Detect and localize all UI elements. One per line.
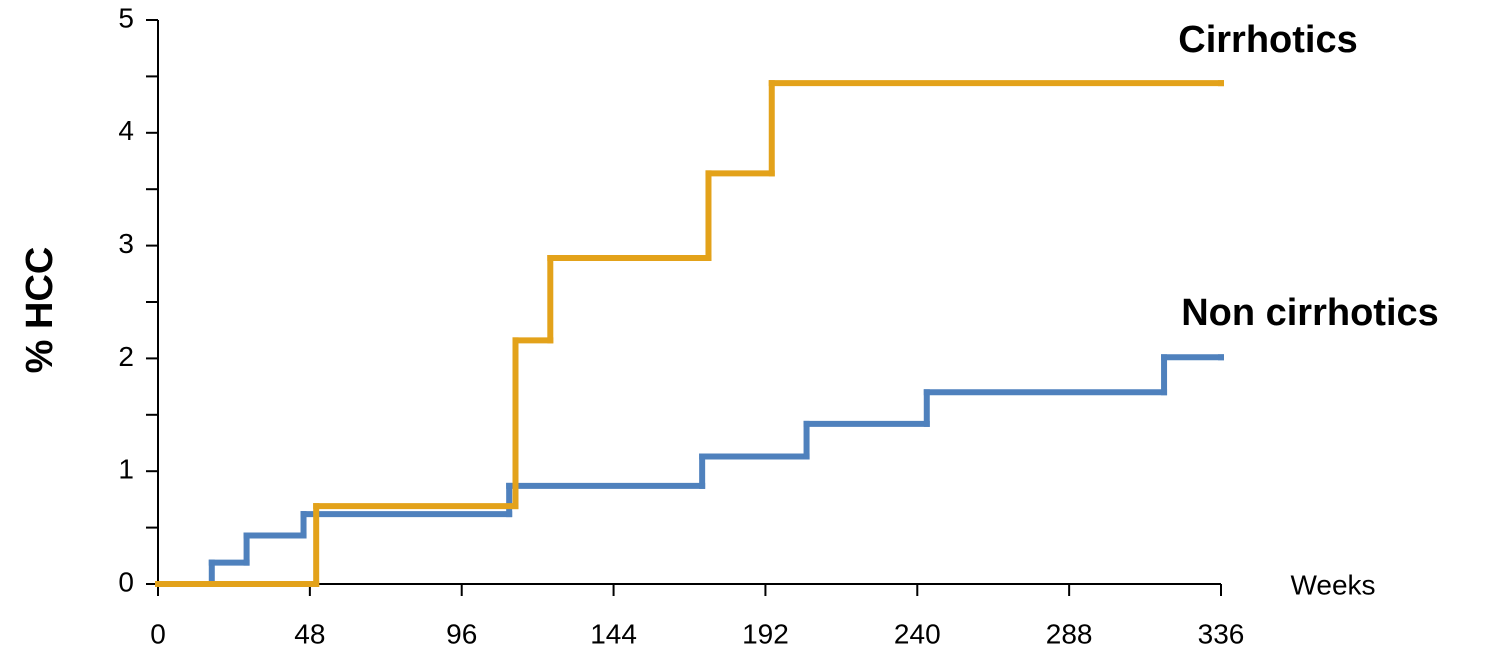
y-tick-label: 4	[118, 115, 134, 146]
x-axis-label: Weeks	[1290, 569, 1375, 600]
x-tick-label: 288	[1046, 618, 1093, 649]
y-tick-label: 2	[118, 341, 134, 372]
x-tick-label: 0	[150, 618, 166, 649]
x-tick-label: 48	[294, 618, 325, 649]
y-tick-label: 1	[118, 454, 134, 485]
series-label: Non cirrhotics	[1181, 292, 1439, 334]
x-tick-label: 240	[894, 618, 941, 649]
y-tick-label: 0	[118, 566, 134, 597]
series-label: Cirrhotics	[1178, 19, 1357, 61]
x-tick-label: 144	[590, 618, 637, 649]
y-axis-label: % HCC	[19, 247, 61, 374]
y-tick-label: 3	[118, 228, 134, 259]
y-tick-label: 5	[118, 2, 134, 33]
x-tick-label: 192	[742, 618, 789, 649]
x-tick-label: 336	[1198, 618, 1245, 649]
x-tick-label: 96	[446, 618, 477, 649]
